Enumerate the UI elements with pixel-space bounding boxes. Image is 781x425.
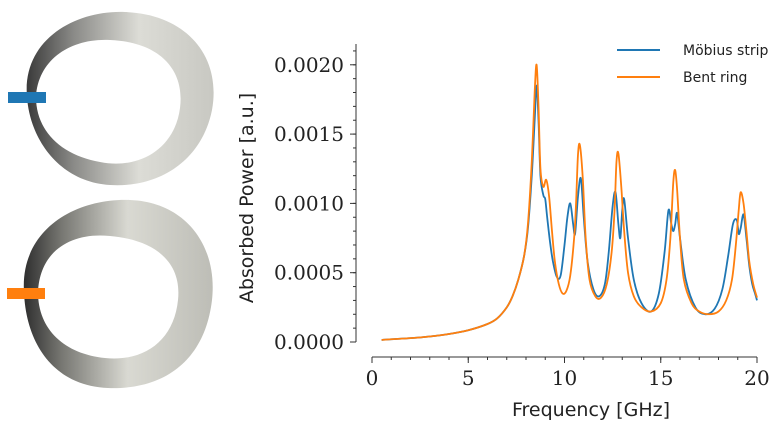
x-tick-label: 20 [744,366,769,390]
series-layer [381,63,758,341]
x-axis-label: Frequency [GHz] [512,399,670,421]
x-tick-label: 15 [648,366,673,390]
x-tick-label: 5 [462,366,475,390]
y-tick-label: 0.0000 [274,330,344,354]
legend: Möbius strip Bent ring [617,43,768,86]
series-line-bent-ring [381,63,758,341]
y-tick-label: 0.0015 [274,122,344,146]
y-axis: 0.0000 0.0005 0.0010 0.0015 0.0020 [274,44,357,354]
mobius-marker [8,92,46,103]
y-tick-label: 0.0010 [274,191,344,215]
legend-label-bent-ring: Bent ring [683,70,747,86]
y-tick-label: 0.0005 [274,261,344,285]
legend-label-mobius-strip: Möbius strip [683,43,768,59]
x-axis: 0 5 10 15 20 [366,356,770,390]
x-tick-label: 0 [366,366,379,390]
y-axis-label: Absorbed Power [a.u.] [236,93,258,303]
x-tick-label: 10 [552,366,577,390]
bent-ring-shape [23,199,213,389]
bent-ring-marker [7,288,45,299]
mobius-strip-inset [8,11,214,186]
y-tick-label: 0.0020 [274,53,344,77]
bent-ring-inset [7,199,213,389]
series-line-m-bius-strip [381,84,758,341]
mobius-strip-shape [26,11,214,186]
